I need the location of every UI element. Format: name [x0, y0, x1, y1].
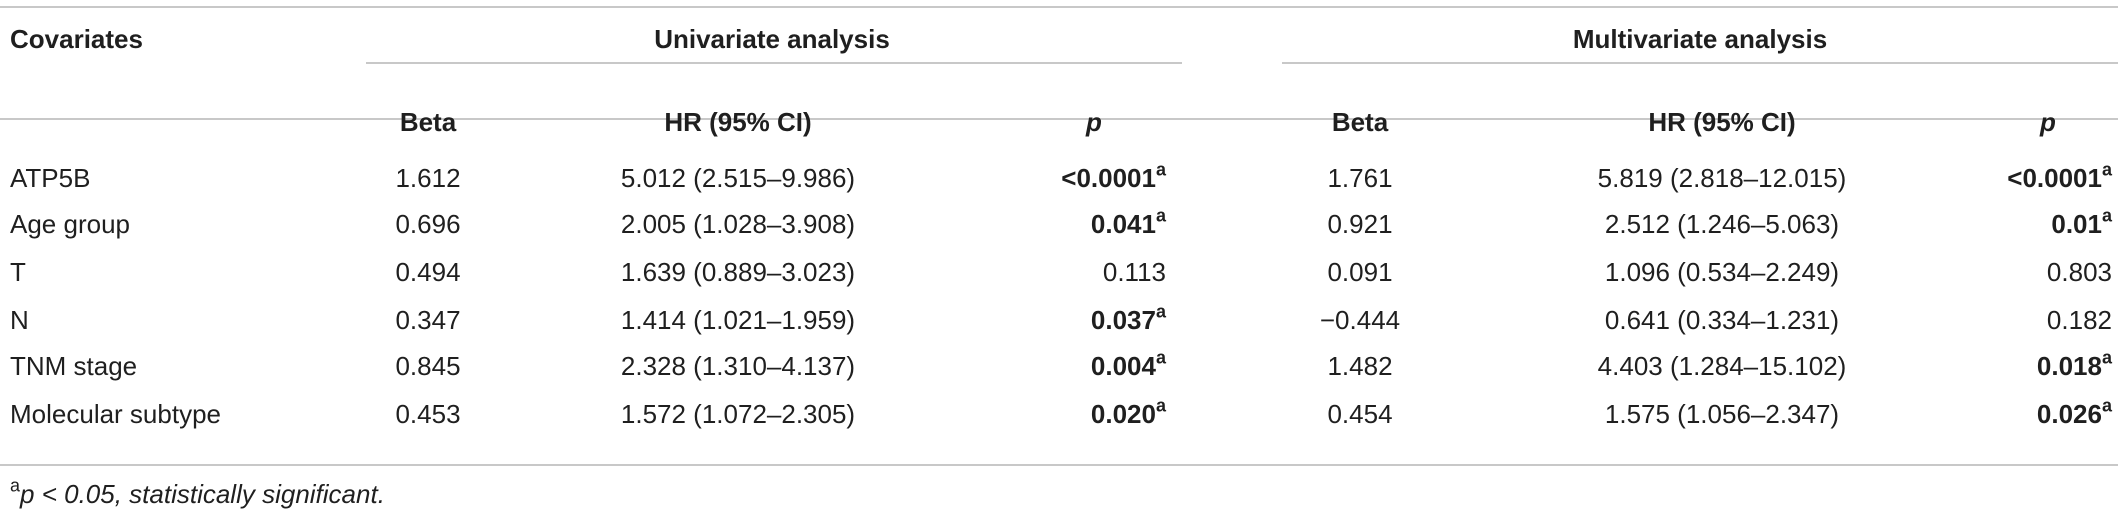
- univariate-hr-value: 2.328 (1.310–4.137): [620, 351, 856, 381]
- p-value-text: 0.037: [1090, 305, 1156, 335]
- p-value-text: 0.01: [2051, 209, 2102, 239]
- univariate-hr-value: 1.414 (1.021–1.959): [620, 305, 856, 335]
- multivariate-hr-value: 2.512 (1.246–5.063): [1604, 209, 1840, 239]
- covariate-label: Molecular subtype: [10, 399, 221, 429]
- univariate-underline: [366, 62, 1182, 64]
- univariate-beta-value: 0.347: [395, 305, 461, 335]
- covariate-label: TNM stage: [10, 351, 138, 381]
- univariate-beta-header: Beta: [399, 107, 457, 137]
- p-value-text: <0.0001: [1061, 163, 1156, 193]
- significance-marker: a: [1155, 205, 1166, 226]
- univariate-hr-value: 1.639 (0.889–3.023): [620, 257, 856, 287]
- multivariate-p-header: p: [2040, 107, 2056, 137]
- multivariate-header: Multivariate analysis: [1572, 24, 1828, 54]
- significance-marker: a: [1155, 395, 1166, 416]
- univariate-hr-value: 2.005 (1.028–3.908): [620, 209, 856, 239]
- p-value-text: 0.020: [1090, 399, 1156, 429]
- header-bottom-rule: [0, 118, 2118, 120]
- significance-marker: a: [1155, 301, 1166, 322]
- univariate-p-value: 0.037a: [1090, 301, 1166, 336]
- multivariate-p-value: <0.0001a: [2007, 159, 2112, 194]
- footnote-text: p < 0.05, statistically significant.: [20, 479, 385, 509]
- univariate-p-value: 0.113: [1102, 257, 1166, 287]
- univariate-beta-value: 0.453: [395, 399, 461, 429]
- multivariate-beta-value: 0.921: [1327, 209, 1393, 239]
- multivariate-underline: [1282, 62, 2118, 64]
- p-value-text: 0.018: [2036, 351, 2102, 381]
- p-value-text: 0.026: [2036, 399, 2102, 429]
- significance-marker: a: [2101, 159, 2112, 180]
- univariate-hr-header: HR (95% CI): [664, 107, 812, 137]
- p-value-text: 0.041: [1090, 209, 1156, 239]
- footnote: ap < 0.05, statistically significant.: [10, 475, 385, 510]
- multivariate-p-value: 0.026a: [2036, 395, 2112, 430]
- multivariate-hr-value: 4.403 (1.284–15.102): [1597, 351, 1847, 381]
- univariate-beta-value: 0.696: [395, 209, 461, 239]
- univariate-hr-value: 5.012 (2.515–9.986): [620, 163, 856, 193]
- multivariate-beta-value: 0.454: [1327, 399, 1393, 429]
- univariate-beta-value: 0.845: [395, 351, 461, 381]
- univariate-p-header: p: [1086, 107, 1102, 137]
- univariate-header: Univariate analysis: [654, 24, 890, 54]
- multivariate-hr-value: 0.641 (0.334–1.231): [1604, 305, 1840, 335]
- significance-marker: a: [2101, 205, 2112, 226]
- univariate-p-value: 0.041a: [1090, 205, 1166, 240]
- multivariate-hr-value: 1.575 (1.056–2.347): [1604, 399, 1840, 429]
- table-top-rule: [0, 6, 2118, 8]
- univariate-p-value: 0.004a: [1090, 347, 1166, 382]
- multivariate-hr-value: 1.096 (0.534–2.249): [1604, 257, 1840, 287]
- footnote-marker: a: [10, 475, 21, 496]
- multivariate-p-value: 0.018a: [2036, 347, 2112, 382]
- covariates-header: Covariates: [10, 24, 143, 54]
- significance-marker: a: [2101, 395, 2112, 416]
- univariate-p-value: 0.020a: [1090, 395, 1166, 430]
- multivariate-beta-value: 1.761: [1327, 163, 1393, 193]
- univariate-p-value: <0.0001a: [1061, 159, 1166, 194]
- significance-marker: a: [2101, 347, 2112, 368]
- significance-marker: a: [1155, 347, 1166, 368]
- univariate-hr-value: 1.572 (1.072–2.305): [620, 399, 856, 429]
- multivariate-p-value: 0.803: [2046, 257, 2112, 287]
- multivariate-beta-header: Beta: [1331, 107, 1389, 137]
- multivariate-beta-value: 1.482: [1327, 351, 1393, 381]
- multivariate-hr-header: HR (95% CI): [1648, 107, 1796, 137]
- multivariate-beta-value: 0.091: [1327, 257, 1393, 287]
- p-value-text: 0.004: [1090, 351, 1156, 381]
- multivariate-p-value: 0.01a: [2051, 205, 2112, 240]
- covariate-label: ATP5B: [10, 163, 91, 193]
- significance-marker: a: [1155, 159, 1166, 180]
- univariate-beta-value: 0.494: [395, 257, 461, 287]
- multivariate-beta-value: −0.444: [1319, 305, 1401, 335]
- covariate-label: N: [10, 305, 29, 335]
- univariate-beta-value: 1.612: [395, 163, 461, 193]
- table-bottom-rule: [0, 464, 2118, 466]
- p-value-text: <0.0001: [2007, 163, 2102, 193]
- multivariate-p-value: 0.182: [2046, 305, 2112, 335]
- multivariate-hr-value: 5.819 (2.818–12.015): [1597, 163, 1847, 193]
- covariate-label: T: [10, 257, 26, 287]
- covariate-label: Age group: [10, 209, 130, 239]
